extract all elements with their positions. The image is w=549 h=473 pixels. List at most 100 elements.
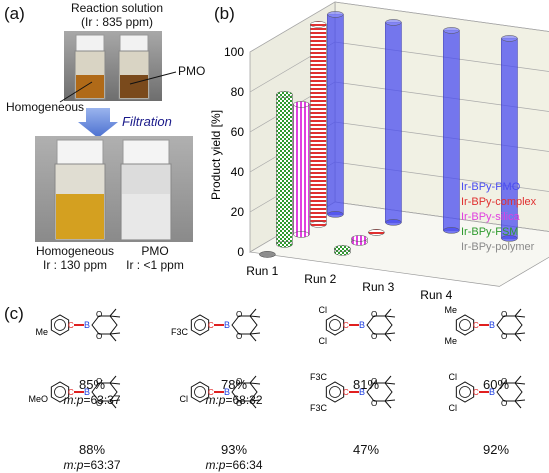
oxygen-atom: O	[371, 399, 377, 408]
bar-body	[385, 22, 402, 223]
bar-top	[385, 19, 402, 26]
bar-ir-bpy-complex-run 1	[310, 21, 327, 228]
boron-atom: B	[84, 387, 90, 397]
x-tick-label: Run 3	[362, 280, 394, 294]
reaction-conc: (Ir : 835 ppm)	[80, 15, 154, 29]
ring-circle	[329, 319, 341, 331]
bar-top	[443, 27, 460, 34]
bar-base	[293, 231, 310, 238]
carbon-atom: C	[68, 321, 74, 330]
chart-bars	[259, 11, 518, 258]
methyl	[109, 333, 117, 342]
bar-ir-bpy-pmo-run 3	[443, 27, 460, 234]
carbon-atom: C	[343, 388, 349, 397]
substituent: F3C	[310, 372, 328, 382]
substituent: Cl	[449, 372, 458, 382]
reaction-photo	[64, 31, 162, 101]
methyl	[384, 400, 392, 409]
bar-ir-bpy-pmo-run 1	[327, 11, 344, 218]
mol-6-ratio: m:p=66:34	[205, 458, 263, 472]
mol-1-ratio: m:p=63:37	[63, 393, 121, 407]
reaction-title: Reaction solution	[70, 1, 164, 15]
ring-circle	[54, 319, 66, 331]
bar-ir-bpy-silica-run 1	[293, 101, 310, 238]
molecule-1: C BO O Me	[35, 308, 121, 342]
mol-4-yield: 60%	[482, 377, 510, 392]
methyl	[249, 400, 257, 409]
bar-top	[276, 91, 293, 98]
bar-ir-bpy-fsm-run 2	[334, 245, 351, 256]
benzene-ring	[50, 381, 70, 403]
bar-base	[385, 219, 402, 226]
methyl	[384, 332, 396, 335]
bar-top	[293, 101, 310, 108]
bar-ir-bpy-complex-run 2	[368, 229, 385, 236]
bar-base	[310, 221, 327, 228]
substituent: Me	[444, 305, 457, 315]
carbon-atom: C	[208, 321, 214, 330]
carbon-atom: C	[68, 388, 74, 397]
methyl	[384, 333, 392, 342]
oxygen-atom: O	[236, 332, 242, 341]
mol-2-yield: 78%	[220, 377, 248, 392]
chart-y-ticks: 0 20 40 60 80 100	[224, 45, 244, 259]
boron-atom: B	[489, 320, 495, 330]
after-pmo-name: PMO	[141, 244, 169, 258]
methyl	[109, 308, 117, 317]
y-axis-label: Product yield [%]	[209, 110, 223, 200]
y-tick-label: 80	[231, 85, 245, 99]
bar-top	[310, 21, 327, 28]
carbon-atom: C	[343, 321, 349, 330]
bar-ir-bpy-pmo-run 2	[385, 19, 402, 226]
after-homogeneous-conc: Ir : 130 ppm	[42, 258, 108, 272]
molecule-3: C BO O Cl Cl	[319, 305, 396, 346]
bar-top	[368, 229, 385, 236]
molecule-2: C BO O F3C	[171, 308, 261, 342]
methyl	[384, 308, 392, 317]
y-tick-label: 20	[231, 205, 245, 219]
methyl	[109, 315, 121, 318]
methyl	[109, 332, 121, 335]
y-tick-label: 100	[224, 45, 244, 59]
bar-ir-bpy-pmo-run 4	[501, 35, 518, 242]
after-pmo-conc: Ir : <1 ppm	[126, 258, 184, 272]
methyl	[109, 375, 117, 384]
substituent: MeO	[28, 394, 48, 404]
methyl	[514, 399, 526, 402]
pinacol-ring	[231, 382, 258, 402]
ring-circle	[54, 386, 66, 398]
grid-line	[249, 1, 549, 53]
filtered-vials-image	[54, 139, 172, 241]
after-homogeneous-name: Homogeneous	[35, 244, 115, 258]
legend-item: Ir-BPy-FSM	[461, 226, 518, 238]
substituent: Cl	[180, 394, 189, 404]
bar-base	[501, 235, 518, 242]
oxygen-atom: O	[96, 377, 102, 386]
mol-5-ratio: m:p=63:37	[63, 458, 121, 472]
x-tick-label: Run 1	[246, 264, 278, 278]
legend-item: Ir-BPy-polymer	[461, 241, 535, 253]
pinacol-ring	[91, 315, 118, 335]
bar-ir-bpy-fsm-run 1	[276, 91, 293, 248]
pinacol-ring	[91, 382, 118, 402]
ring-circle	[194, 386, 206, 398]
pinacol-ring	[496, 315, 523, 335]
molecule-6: C BO O Cl	[180, 375, 261, 409]
methyl	[514, 375, 522, 384]
y-tick-label: 0	[237, 245, 244, 259]
methyl	[249, 382, 261, 385]
bar-top	[351, 235, 368, 242]
methyl	[514, 333, 522, 342]
molecule-7: C BO O F3C F3C	[310, 372, 396, 413]
chart-x-ticks: Run 1 Run 2 Run 3 Run 4	[246, 264, 452, 300]
benzene-ring	[190, 381, 210, 403]
bar-body	[310, 24, 327, 225]
ring-circle	[459, 319, 471, 331]
methyl	[249, 333, 257, 342]
oxygen-atom: O	[501, 377, 507, 386]
panel-c-label: (c)	[4, 304, 24, 323]
methyl	[514, 308, 522, 317]
methyl	[514, 315, 526, 318]
bar-body	[443, 30, 460, 231]
substituent: F3C	[171, 327, 189, 337]
